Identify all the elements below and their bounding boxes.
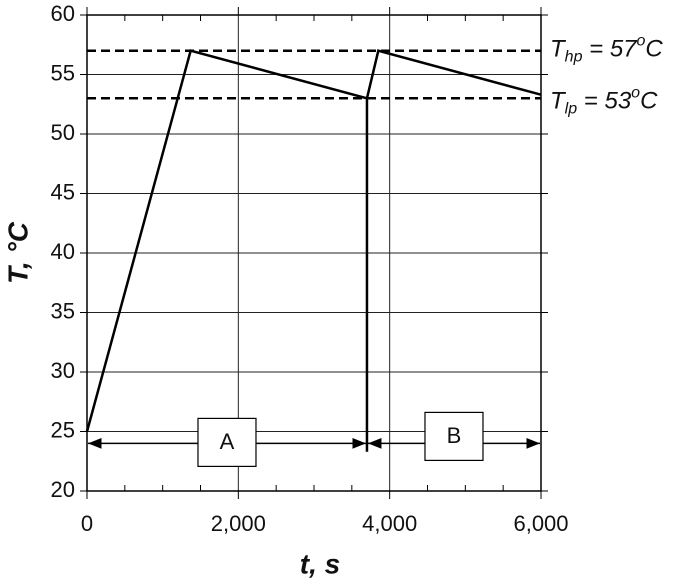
label-text: = 53 (577, 88, 632, 115)
y-tick-label: 30 (51, 358, 75, 383)
label-unit: C (645, 36, 663, 63)
threshold-label: Tlp = 53oC (550, 85, 658, 118)
y-axis-label: T, °C (2, 221, 33, 284)
label-sub: hp (565, 49, 583, 66)
phase-label: A (220, 429, 235, 454)
label-text: = 57 (582, 36, 638, 63)
threshold-label: Thp = 57oC (550, 33, 663, 66)
data-line (85, 49, 542, 432)
y-tick-label: 35 (51, 298, 75, 323)
x-tick-label: 0 (81, 511, 93, 536)
y-tick-label: 25 (51, 417, 75, 442)
y-tick-label: 55 (51, 60, 75, 85)
label-sup: o (637, 33, 646, 50)
x-tick-label: 4,000 (362, 511, 417, 536)
y-tick-label: 40 (51, 239, 75, 264)
label-unit: C (640, 88, 658, 115)
x-tick-label: 2,000 (211, 511, 266, 536)
x-tick-label: 6,000 (513, 511, 568, 536)
y-tick-label: 50 (51, 120, 75, 145)
phase-box (197, 417, 257, 467)
label-symbol: T (550, 88, 567, 115)
phase-label: B (447, 423, 462, 448)
label-sub: lp (565, 101, 578, 118)
label-symbol: T (550, 36, 567, 63)
y-tick-label: 20 (51, 477, 75, 502)
phase-box (424, 411, 484, 461)
x-axis-label: t, s (300, 548, 340, 579)
y-tick-label: 60 (51, 1, 75, 26)
y-tick-label: 45 (51, 179, 75, 204)
label-sup: o (631, 85, 640, 102)
plot-frame (86, 14, 542, 492)
